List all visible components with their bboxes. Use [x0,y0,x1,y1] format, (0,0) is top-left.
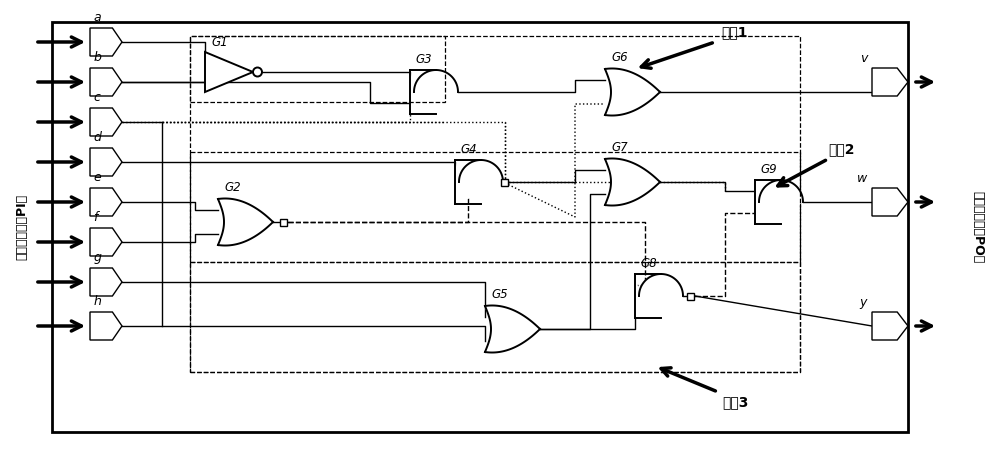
Polygon shape [90,148,122,176]
Polygon shape [90,108,122,136]
Bar [687,292,694,300]
Polygon shape [872,312,908,340]
Polygon shape [90,228,122,256]
Polygon shape [90,188,122,216]
Text: a: a [93,11,101,24]
Polygon shape [605,158,660,206]
Circle shape [253,68,262,77]
Text: g: g [93,251,101,264]
Text: G1: G1 [211,36,228,49]
Polygon shape [90,312,122,340]
Text: e: e [93,171,101,184]
Text: h: h [93,295,101,308]
Polygon shape [90,268,122,296]
Text: 扇区2: 扇区2 [829,142,855,156]
Bar [190,152,800,262]
Text: G6: G6 [612,51,628,64]
Text: G7: G7 [612,141,628,154]
Bar [190,262,800,372]
Polygon shape [605,69,660,115]
Polygon shape [635,274,683,318]
Text: y: y [860,296,867,309]
Polygon shape [872,68,908,96]
Polygon shape [90,28,122,56]
Text: 扇区1: 扇区1 [722,25,748,39]
Bar [190,36,800,372]
Bar [280,218,287,226]
Text: G9: G9 [761,163,777,176]
Polygon shape [755,180,803,224]
Bar [501,178,508,186]
Polygon shape [455,160,503,204]
Text: G2: G2 [225,181,241,194]
Text: 主要输出端（PO）: 主要输出端（PO） [971,191,984,263]
Polygon shape [90,68,122,96]
Text: f: f [93,211,98,224]
Polygon shape [218,198,273,246]
Text: G4: G4 [461,143,477,156]
Text: b: b [93,51,101,64]
Bar [190,36,445,102]
Text: G8: G8 [641,257,657,270]
Text: G3: G3 [416,53,432,66]
Polygon shape [872,188,908,216]
Text: d: d [93,131,101,144]
Text: v: v [860,52,867,65]
Text: c: c [93,91,100,104]
Polygon shape [410,70,458,114]
Text: 主要输入端（PI）: 主要输入端（PI） [15,194,28,260]
Text: w: w [857,172,867,185]
Polygon shape [485,306,540,352]
Text: G5: G5 [492,288,508,301]
Text: 扇区3: 扇区3 [722,395,748,409]
Bar [52,22,908,432]
Polygon shape [205,52,253,92]
